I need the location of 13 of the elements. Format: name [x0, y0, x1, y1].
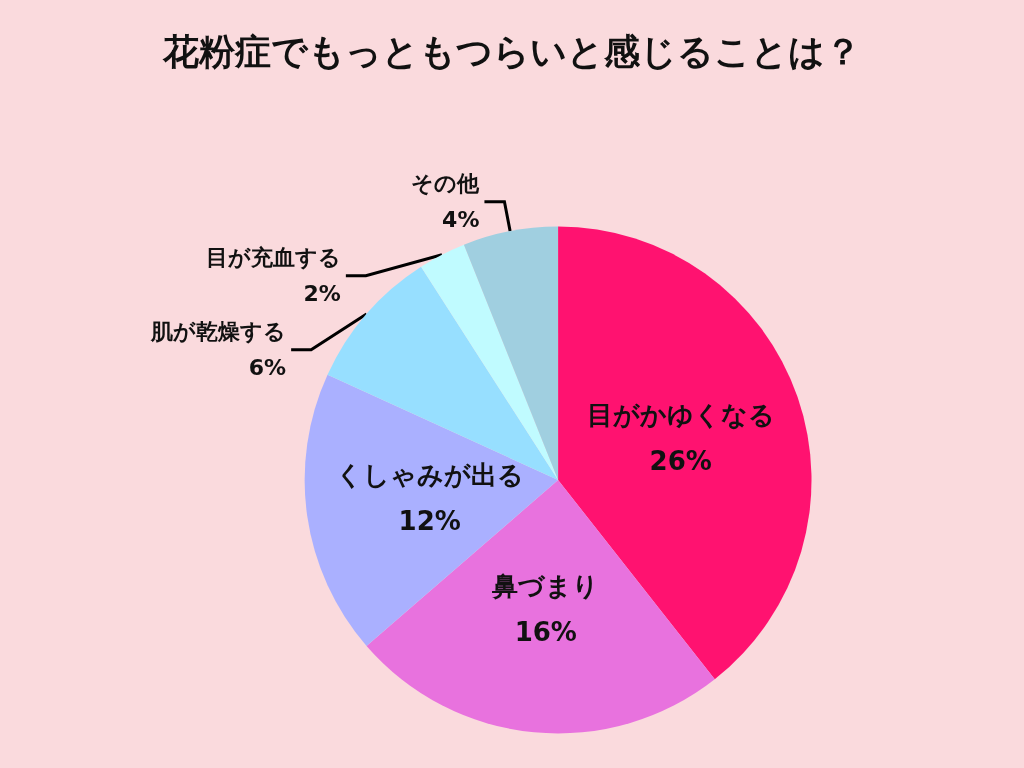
data-label: 2% [303, 281, 341, 307]
slice-label: くしゃみが出る [335, 460, 524, 491]
slice-label: 目が充血する [205, 245, 341, 271]
data-label: 4% [442, 207, 480, 233]
data-label: 12% [398, 506, 461, 537]
slice-label: 鼻づまり [491, 571, 600, 602]
slice-label: その他 [411, 171, 481, 197]
data-label: 6% [248, 355, 287, 381]
slice-label: 目がかゆくなる [586, 399, 775, 430]
slice-label: 肌が乾燥する [150, 319, 287, 345]
chart-title: 花粉症でもっともつらいと感じることは？ [162, 30, 861, 72]
data-label: 16% [514, 617, 577, 648]
data-label: 26% [649, 445, 712, 476]
